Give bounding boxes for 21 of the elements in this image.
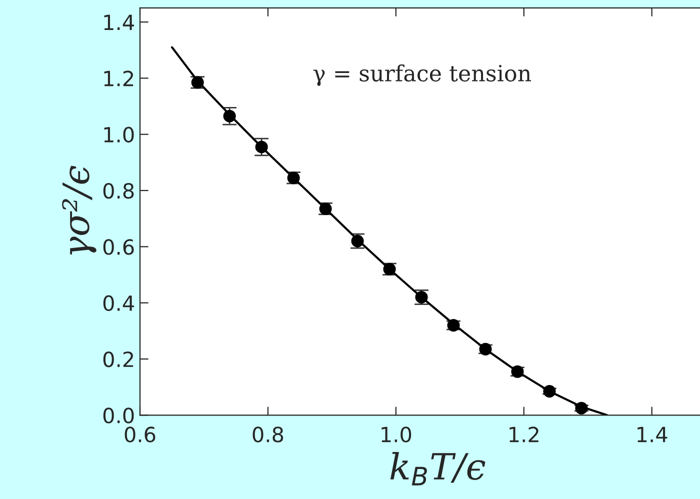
y-tick-label: 0.2: [103, 351, 134, 368]
y-tick-label: 1.4: [104, 14, 134, 30]
x-axis-title: k$_{B}$T/ϵ: [390, 452, 486, 486]
point: [255, 140, 268, 154]
point: [543, 385, 556, 398]
y-tick-label: 0.8: [103, 182, 134, 199]
y-tick-label: 0.4: [103, 295, 134, 312]
x-tick-label: 0.8: [252, 426, 284, 442]
y-tick-label: 0.6: [103, 239, 134, 255]
point: [575, 402, 588, 414]
point: [223, 110, 236, 122]
x-tick-label: 0.6: [124, 426, 156, 442]
x-tick-label: 1.0: [382, 426, 412, 442]
x-tick-label: 1.4: [638, 426, 668, 442]
annotation: γ = surface tension: [313, 64, 532, 86]
line-series: [170, 46, 608, 416]
y-tick-label: 0.0: [103, 408, 134, 424]
x-tick-label: 1.2: [510, 426, 538, 442]
y-axis-title: γσ²/ϵ: [62, 166, 96, 255]
y-tick-label: 1.0: [104, 126, 134, 143]
y-tick-label: 1.2: [104, 70, 134, 86]
